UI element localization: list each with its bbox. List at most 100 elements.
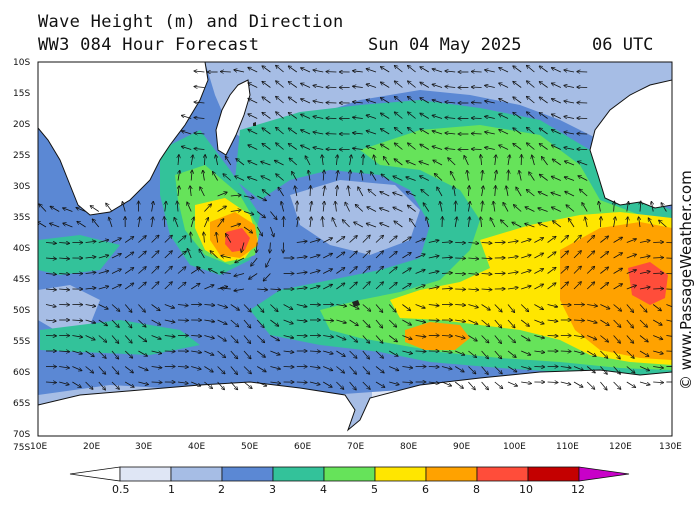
- wave-direction-arrow: [248, 177, 258, 181]
- wave-direction-arrow: [243, 304, 251, 312]
- wave-direction-arrow: [230, 210, 241, 212]
- wave-direction-arrow: [507, 272, 518, 274]
- wave-direction-arrow: [309, 351, 320, 352]
- wave-direction-arrow: [289, 82, 298, 88]
- wave-direction-arrow: [124, 381, 134, 387]
- wave-direction-arrow: [582, 203, 588, 212]
- wave-direction-arrow: [295, 186, 297, 197]
- wave-direction-arrow: [98, 381, 105, 390]
- lat-tick-label: 55S: [13, 337, 30, 347]
- wave-direction-arrow: [375, 236, 383, 243]
- lat-tick-label: 20S: [13, 120, 30, 130]
- wave-direction-arrow: [564, 70, 575, 72]
- wave-direction-arrow: [639, 241, 650, 243]
- lat-tick-label: 50S: [13, 306, 30, 316]
- wave-direction-arrow: [59, 274, 69, 275]
- wave-direction-arrow: [552, 145, 561, 150]
- wave-direction-arrow: [586, 236, 594, 243]
- lon-tick-label: 110E: [556, 442, 579, 452]
- wave-direction-arrow: [415, 336, 426, 337]
- wave-direction-arrow: [600, 350, 607, 358]
- legend-label: 12: [571, 483, 585, 496]
- wave-direction-arrow: [454, 366, 464, 372]
- wave-direction-arrow: [177, 367, 188, 368]
- wave-direction-arrow: [540, 175, 548, 181]
- wave-direction-arrow: [230, 304, 239, 311]
- wave-direction-arrow: [560, 251, 568, 259]
- wave-direction-arrow: [151, 282, 159, 290]
- wave-direction-arrow: [217, 206, 227, 212]
- wave-direction-arrow: [393, 193, 403, 197]
- wave-direction-arrow: [428, 367, 439, 368]
- wave-direction-arrow: [336, 381, 343, 389]
- wave-direction-arrow: [362, 282, 370, 290]
- wave-direction-arrow: [402, 268, 411, 274]
- wave-direction-arrow: [485, 70, 495, 72]
- wave-direction-arrow: [310, 186, 311, 197]
- wave-direction-arrow: [468, 217, 469, 228]
- lon-tick-label: 20E: [83, 442, 100, 452]
- wave-direction-arrow: [309, 255, 320, 259]
- legend-swatch: [272, 466, 325, 482]
- wave-direction-arrow: [503, 203, 509, 212]
- wave-direction-arrow: [445, 102, 456, 103]
- wave-direction-arrow: [313, 132, 324, 134]
- wave-direction-arrow: [349, 319, 358, 325]
- wave-direction-arrow: [164, 320, 175, 322]
- wave-direction-arrow: [45, 305, 56, 307]
- wave-direction-arrow: [177, 236, 186, 243]
- wave-direction-arrow: [388, 236, 397, 243]
- wave-direction-arrow: [51, 207, 60, 212]
- wave-direction-arrow: [367, 131, 377, 135]
- wave-direction-arrow: [506, 186, 508, 197]
- wave-direction-arrow: [204, 366, 213, 372]
- wave-direction-arrow: [313, 70, 324, 72]
- wave-direction-arrow: [151, 350, 162, 353]
- wave-direction-arrow: [221, 272, 231, 273]
- wave-direction-arrow: [540, 66, 548, 73]
- wave-direction-arrow: [441, 288, 452, 289]
- wave-direction-arrow: [626, 350, 634, 358]
- wave-direction-arrow: [59, 258, 69, 259]
- wave-direction-arrow: [420, 82, 430, 88]
- wave-direction-arrow: [63, 223, 73, 228]
- wave-direction-arrow: [194, 102, 205, 103]
- wave-direction-arrow: [539, 192, 548, 197]
- wave-direction-arrow: [256, 242, 257, 253]
- wave-direction-arrow: [468, 381, 475, 390]
- wave-direction-arrow: [626, 239, 636, 243]
- wave-direction-arrow: [547, 382, 558, 383]
- lat-tick-label: 35S: [13, 213, 30, 223]
- madagascar-land: [215, 79, 251, 156]
- wave-direction-arrow: [514, 205, 522, 212]
- wave-direction-arrow: [371, 172, 377, 181]
- wave-direction-arrow: [402, 350, 412, 354]
- wave-direction-arrow: [586, 366, 595, 373]
- wave-direction-arrow: [199, 249, 205, 259]
- wave-direction-arrow: [85, 335, 95, 340]
- wave-direction-arrow: [264, 273, 271, 281]
- wave-direction-arrow: [204, 305, 214, 306]
- wave-direction-arrow: [349, 282, 357, 290]
- wave-direction-arrow: [564, 148, 575, 150]
- wave-direction-arrow: [375, 381, 385, 387]
- wave-direction-arrow: [309, 367, 320, 368]
- wave-direction-arrow: [468, 289, 478, 290]
- wave-direction-arrow: [297, 217, 299, 228]
- wave-direction-arrow: [362, 319, 370, 327]
- wave-direction-arrow: [507, 350, 516, 357]
- wave-direction-arrow: [251, 257, 258, 266]
- wave-direction-arrow: [177, 252, 186, 259]
- wave-direction-arrow: [499, 145, 509, 150]
- wave-direction-arrow: [204, 233, 205, 243]
- wave-direction-arrow: [349, 381, 356, 390]
- wave-direction-arrow: [151, 251, 159, 259]
- wave-direction-arrow: [494, 304, 502, 312]
- wave-direction-arrow: [367, 100, 377, 104]
- wave-direction-arrow: [521, 270, 531, 274]
- wave-direction-arrow: [527, 112, 535, 119]
- wave-direction-arrow: [426, 217, 430, 228]
- wave-direction-arrow: [204, 335, 214, 339]
- wave-direction-arrow: [109, 218, 113, 228]
- wave-direction-arrow: [38, 222, 47, 228]
